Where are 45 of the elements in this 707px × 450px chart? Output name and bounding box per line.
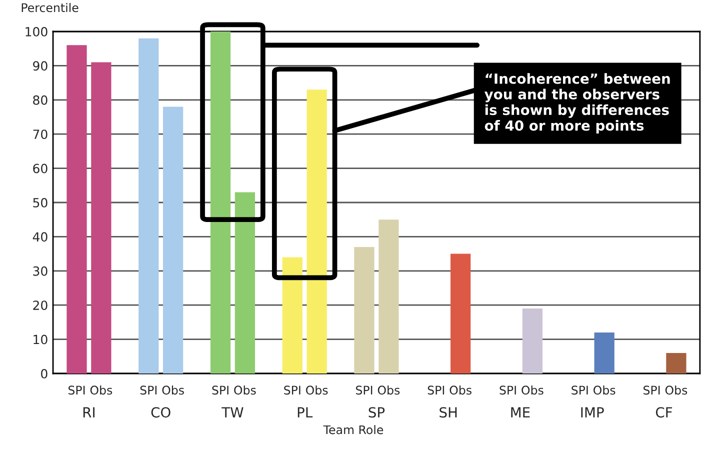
text: SPI: [500, 386, 516, 395]
series-label: Obs: [234, 385, 256, 395]
text: Obs: [162, 385, 184, 395]
bar: [522, 308, 543, 374]
y-tick-label: 80: [33, 95, 48, 105]
x-tick-label: IMP: [581, 407, 604, 418]
x-tick-label: SP: [368, 407, 385, 418]
y-tick-label: 10: [34, 334, 48, 344]
text: Obs: [450, 385, 472, 395]
annotation: “Incoherence” between you and the observers is shown by differences of 40 or more points: [484, 73, 670, 134]
text: SPI: [356, 386, 372, 395]
text: Obs: [90, 385, 112, 395]
y-tick-label: 20: [33, 300, 48, 310]
text: SPI: [212, 386, 228, 395]
x-tick-label: CF: [656, 407, 672, 418]
x-tick-label: PL: [298, 407, 313, 418]
text: SPI: [428, 386, 444, 395]
x-tick-label: ME: [511, 407, 530, 418]
bar: [594, 332, 614, 374]
text: Obs: [522, 385, 544, 395]
series-label: SPI: [68, 386, 85, 395]
y-tick-label: 70: [33, 130, 48, 140]
y-tick-label: 50: [33, 198, 48, 208]
y-tick-label: 60: [33, 164, 48, 174]
text: Obs: [378, 385, 400, 395]
text: SPI: [572, 386, 588, 395]
y-tick-label: 90: [33, 61, 48, 71]
text: SPI: [644, 386, 660, 395]
y-tick-label: 100: [26, 26, 48, 36]
x-tick-label: TW: [222, 407, 244, 418]
bar: [666, 352, 686, 374]
x-axis-title: Team Role: [323, 425, 384, 434]
x-tick-label: CO: [151, 407, 170, 418]
y-tick-label: 30: [33, 266, 48, 276]
x-tick-label: RI: [83, 407, 94, 418]
y-tick-label: 40: [32, 232, 48, 242]
text: SPI: [284, 386, 300, 395]
x-tick-label: SH: [440, 407, 457, 418]
y-axis-title: Percentile: [22, 2, 78, 12]
y-tick-label: 0: [41, 368, 48, 378]
text: Obs: [665, 385, 688, 395]
text: Obs: [306, 385, 328, 395]
text: SPI: [140, 386, 157, 395]
bar: [450, 254, 471, 374]
text: Obs: [594, 385, 616, 395]
